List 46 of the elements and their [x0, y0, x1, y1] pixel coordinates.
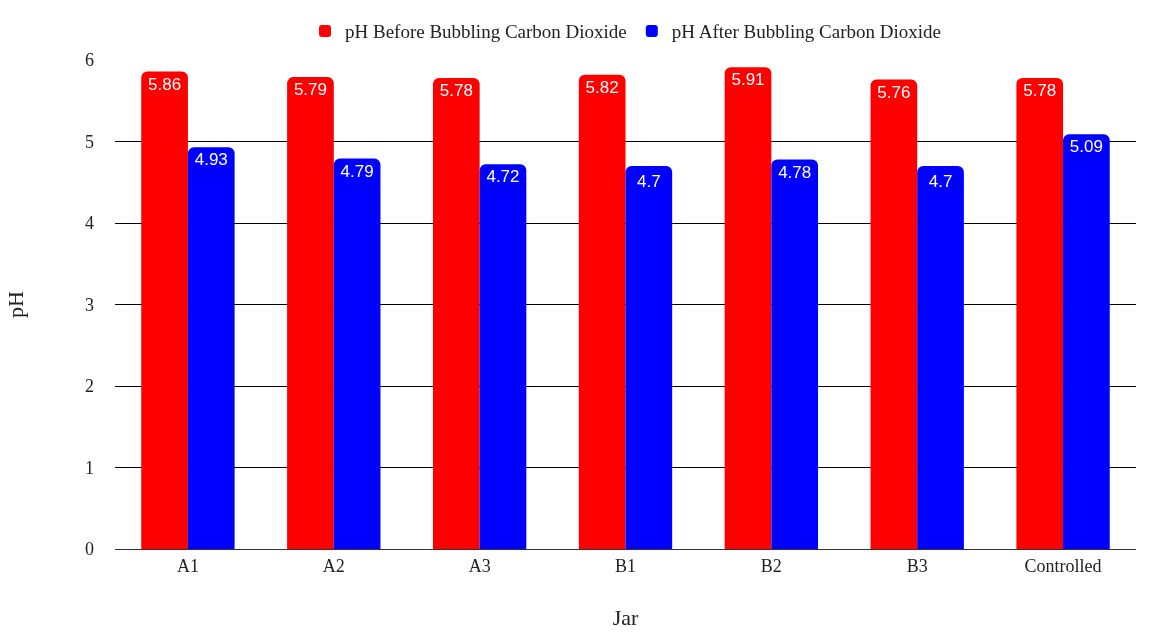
x-tick-label: Controlled: [1024, 555, 1102, 576]
data-label: 4.79: [340, 161, 374, 181]
y-tick-label: 6: [85, 50, 94, 71]
y-tick-label: 4: [85, 213, 94, 234]
y-tick-label: 0: [85, 539, 94, 560]
bar: [870, 79, 918, 549]
y-tick-label: 1: [85, 457, 94, 478]
y-tick-label: 3: [85, 294, 94, 315]
bar: [432, 77, 480, 549]
bar: [479, 164, 527, 549]
x-axis-title: Jar: [612, 605, 639, 631]
data-label: 5.86: [148, 74, 182, 94]
data-label: 5.78: [439, 81, 473, 101]
bar: [1063, 134, 1110, 549]
y-axis-title: pH: [2, 290, 28, 318]
bar: [141, 71, 188, 549]
bar: [333, 158, 381, 549]
data-label: 5.82: [585, 77, 619, 97]
x-tick-label: B3: [906, 555, 928, 576]
data-label: 5.78: [1023, 81, 1057, 101]
data-label: 5.91: [731, 70, 765, 90]
x-tick-label: B2: [760, 555, 782, 576]
bar: [1016, 77, 1064, 549]
legend-label: pH Before Bubbling Carbon Dioxide: [345, 21, 627, 43]
data-label: 4.7: [637, 171, 661, 191]
x-tick-label: B1: [614, 555, 637, 576]
bar: [771, 159, 819, 549]
bar: [625, 165, 673, 549]
data-label: 4.93: [194, 150, 228, 170]
bar: [578, 74, 626, 549]
data-label: 4.7: [928, 171, 953, 191]
data-label: 5.79: [293, 80, 327, 100]
y-tick-label: 5: [85, 131, 94, 152]
x-tick-label: A3: [468, 555, 491, 576]
data-label: 5.09: [1069, 137, 1103, 157]
y-tick-label: 2: [85, 376, 94, 397]
data-label: 4.72: [486, 167, 520, 187]
legend-label: pH After Bubbling Carbon Dioxide: [671, 21, 941, 43]
bar: [187, 147, 235, 549]
data-label: 5.76: [877, 82, 911, 102]
bar: [724, 67, 772, 549]
bar: [917, 165, 964, 549]
x-tick-label: A2: [322, 555, 345, 576]
data-label: 4.78: [778, 162, 812, 182]
x-tick-label: A1: [176, 555, 199, 576]
bar: [287, 77, 334, 549]
